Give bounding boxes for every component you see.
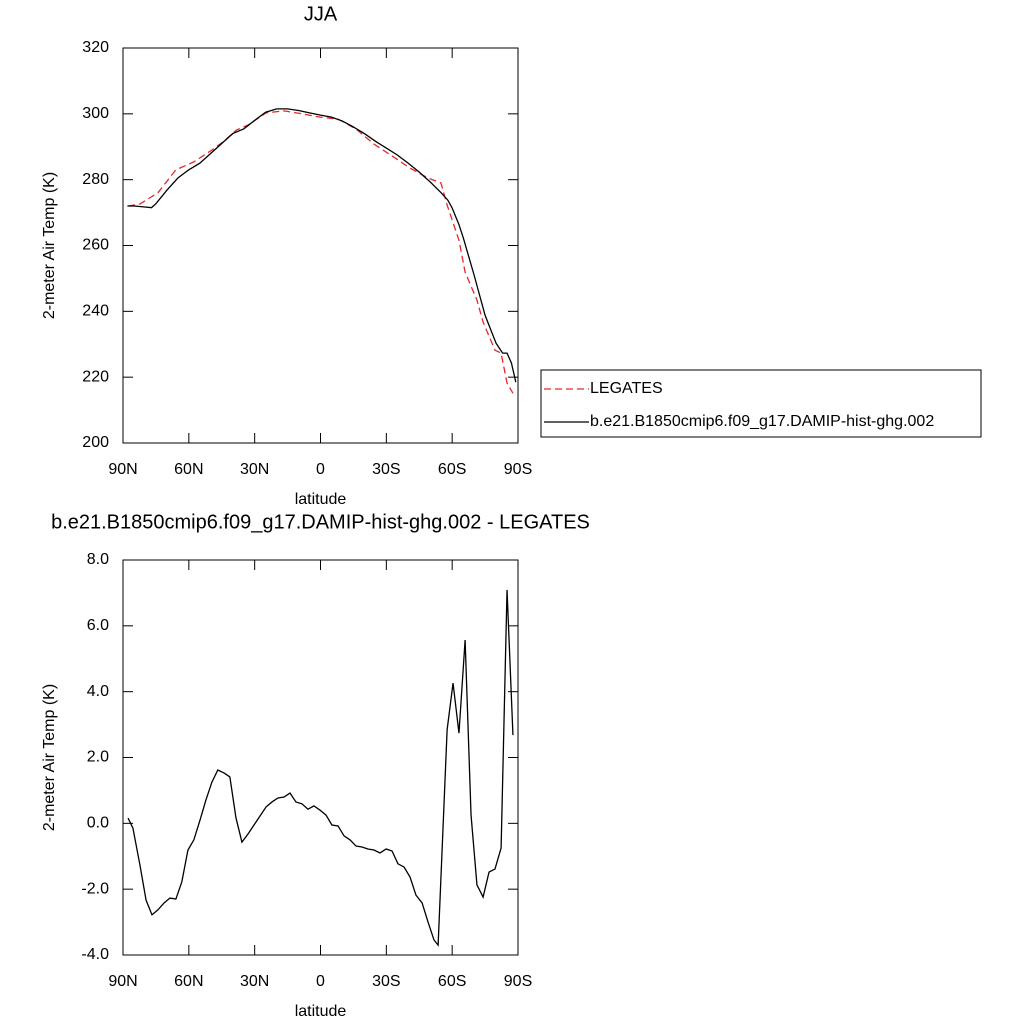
x-tick-label: 30S bbox=[372, 461, 400, 478]
y-axis-label: 2-meter Air Temp (K) bbox=[41, 684, 58, 831]
y-tick-label: 0.0 bbox=[87, 815, 109, 832]
x-tick-label: 90S bbox=[504, 461, 532, 478]
y-tick-label: 8.0 bbox=[87, 551, 109, 568]
y-tick-label: 240 bbox=[82, 303, 109, 320]
x-tick-label: 90N bbox=[108, 461, 137, 478]
x-tick-label: 30N bbox=[240, 973, 269, 990]
y-tick-label: 6.0 bbox=[87, 617, 109, 634]
x-axis-label: latitude bbox=[295, 491, 347, 508]
y-tick-label: 220 bbox=[82, 368, 109, 385]
y-tick-label: -2.0 bbox=[81, 880, 109, 897]
legend-box bbox=[540, 369, 982, 438]
x-tick-label: 60S bbox=[438, 973, 466, 990]
y-tick-label: 320 bbox=[82, 39, 109, 56]
y-tick-label: 280 bbox=[82, 171, 109, 188]
x-tick-label: 0 bbox=[316, 973, 325, 990]
x-axis-label: latitude bbox=[295, 1003, 347, 1020]
legend-label: LEGATES bbox=[590, 380, 663, 397]
data-line bbox=[127, 108, 517, 383]
x-tick-label: 60S bbox=[438, 461, 466, 478]
y-tick-label: 2.0 bbox=[87, 749, 109, 766]
x-tick-label: 30N bbox=[240, 461, 269, 478]
legend: LEGATES b.e21.B1850cmip6.f09_g17.DAMIP-hi… bbox=[540, 369, 982, 438]
data-line bbox=[127, 110, 514, 394]
x-tick-label: 60N bbox=[174, 973, 203, 990]
y-tick-label: 300 bbox=[82, 105, 109, 122]
chart-title: JJA bbox=[304, 3, 338, 25]
plot-frame bbox=[122, 47, 519, 444]
legend-label: b.e21.B1850cmip6.f09_g17.DAMIP-hist-ghg.… bbox=[590, 413, 934, 430]
plot-frame bbox=[122, 559, 519, 956]
x-tick-label: 60N bbox=[174, 461, 203, 478]
x-tick-label: 30S bbox=[372, 973, 400, 990]
y-tick-label: 260 bbox=[82, 237, 109, 254]
x-tick-label: 0 bbox=[316, 461, 325, 478]
y-tick-label: 200 bbox=[82, 434, 109, 451]
y-axis-label: 2-meter Air Temp (K) bbox=[41, 172, 58, 319]
x-tick-label: 90S bbox=[504, 973, 532, 990]
y-tick-label: 4.0 bbox=[87, 683, 109, 700]
x-tick-label: 90N bbox=[108, 973, 137, 990]
chart-title: b.e21.B1850cmip6.f09_g17.DAMIP-hist-ghg.… bbox=[51, 511, 590, 533]
y-tick-label: -4.0 bbox=[81, 946, 109, 963]
data-line bbox=[127, 589, 514, 947]
